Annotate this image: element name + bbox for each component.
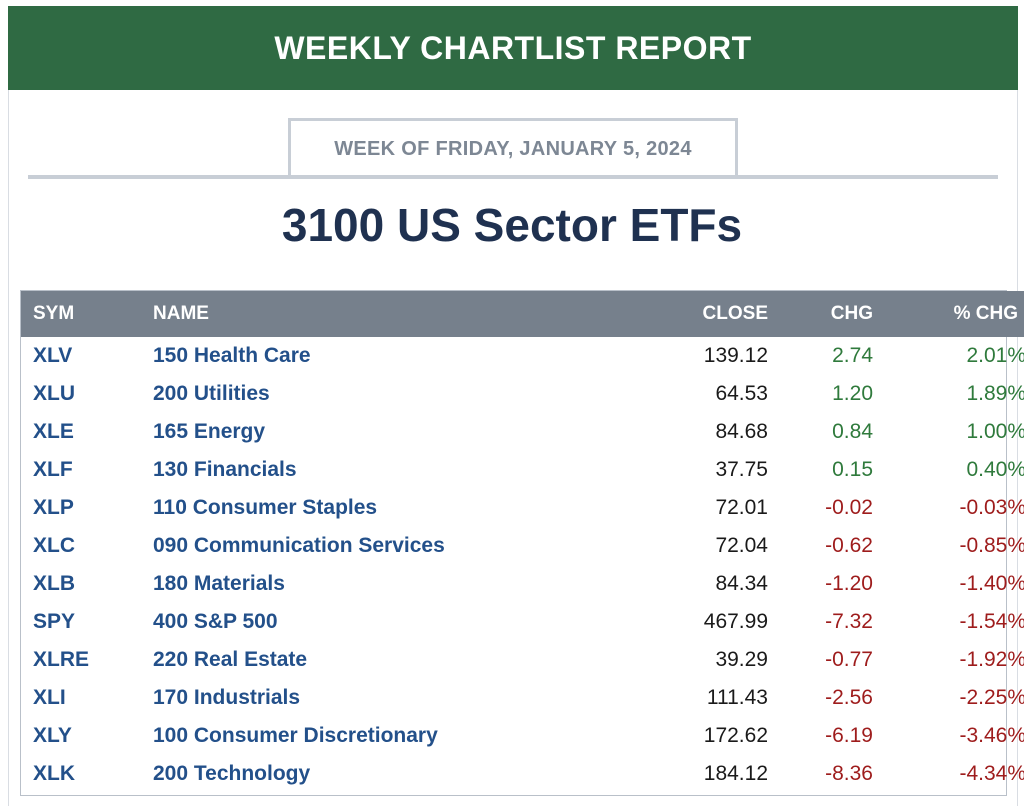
row-close: 39.29 [715,648,768,671]
row-close: 72.01 [715,496,768,519]
etf-table: SYM NAME CLOSE CHG % CHG XLV 150 Health C… [21,291,1024,793]
header-pct-chg[interactable]: % CHG [953,303,1018,324]
row-symbol[interactable]: XLP [33,496,74,519]
row-change: -2.56 [825,686,873,709]
row-percent-change: -0.03% [959,496,1024,519]
row-percent-change: 2.01% [966,344,1024,367]
table-header-row: SYM NAME CLOSE CHG % CHG [21,291,1024,337]
row-name[interactable]: 220 Real Estate [153,648,308,671]
row-change: -0.77 [825,648,873,671]
row-change: 0.15 [832,458,873,481]
banner-title: WEEKLY CHARTLIST REPORT [274,29,752,66]
row-symbol[interactable]: XLY [33,724,72,747]
table-row: XLRE 220 Real Estate 39.29 -0.77 -1.92% [21,641,1024,679]
row-symbol[interactable]: XLRE [33,648,90,671]
row-symbol[interactable]: XLF [33,458,73,481]
row-name[interactable]: 200 Utilities [153,382,270,405]
week-label-box: WEEK OF FRIDAY, JANUARY 5, 2024 [288,118,738,178]
table-row: XLP 110 Consumer Staples 72.01 -0.02 -0.03% [21,489,1024,527]
row-symbol[interactable]: XLU [33,382,75,405]
header-name[interactable]: NAME [153,303,209,324]
row-name[interactable]: 180 Materials [153,572,285,595]
row-name[interactable]: 130 Financials [153,458,297,481]
table-row: XLF 130 Financials 37.75 0.15 0.40% [21,451,1024,489]
page-title: 3100 US Sector ETFs [281,199,743,251]
row-close: 72.04 [715,534,768,557]
row-close: 84.34 [715,572,768,595]
row-percent-change: 0.40% [966,458,1024,481]
row-name[interactable]: 170 Industrials [153,686,301,709]
row-symbol[interactable]: XLB [33,572,75,595]
row-symbol[interactable]: SPY [33,610,76,633]
row-close: 467.99 [703,610,768,633]
row-name[interactable]: 400 S&P 500 [153,610,278,633]
row-change: -0.02 [825,496,873,519]
table-row: XLK 200 Technology 184.12 -8.36 -4.34% [21,755,1024,793]
row-change: 2.74 [832,344,873,367]
row-change: -1.20 [825,572,873,595]
etf-table-container: SYM NAME CLOSE CHG % CHG XLV 150 Health C… [20,290,1024,796]
row-symbol[interactable]: XLI [33,686,66,709]
row-symbol[interactable]: XLK [33,762,75,785]
report-banner: WEEKLY CHARTLIST REPORT [8,6,1018,90]
row-percent-change: 1.89% [966,382,1024,405]
row-name[interactable]: 090 Communication Services [153,534,445,557]
table-body: XLV 150 Health Care 139.12 2.74 2.01% XLU 200 … [21,337,1024,793]
row-close: 184.12 [703,762,768,785]
row-change: -0.62 [825,534,873,557]
row-name[interactable]: 165 Energy [153,420,266,443]
table-row: XLC 090 Communication Services 72.04 -0.62 -… [21,527,1024,565]
row-close: 84.68 [715,420,768,443]
row-close: 111.43 [706,686,768,709]
row-close: 37.75 [715,458,768,481]
row-percent-change: -1.40% [959,572,1024,595]
header-chg[interactable]: CHG [830,303,873,324]
row-change: -7.32 [825,610,873,633]
row-percent-change: -1.54% [959,610,1024,633]
table-row: SPY 400 S&P 500 467.99 -7.32 -1.54% [21,603,1024,641]
row-percent-change: -1.92% [959,648,1024,671]
row-symbol[interactable]: XLE [33,420,74,443]
row-change: 1.20 [832,382,873,405]
header-close[interactable]: CLOSE [702,303,768,324]
header-sym[interactable]: SYM [33,303,75,324]
row-name[interactable]: 100 Consumer Discretionary [153,724,438,747]
week-label: WEEK OF FRIDAY, JANUARY 5, 2024 [334,138,692,160]
section-divider [28,175,998,179]
row-change: -6.19 [825,724,873,747]
row-percent-change: -3.46% [959,724,1024,747]
row-change: 0.84 [832,420,873,443]
table-row: XLY 100 Consumer Discretionary 172.62 -6.19… [21,717,1024,755]
table-row: XLB 180 Materials 84.34 -1.20 -1.40% [21,565,1024,603]
row-percent-change: -4.34% [959,762,1024,785]
row-percent-change: 1.00% [966,420,1024,443]
row-close: 172.62 [703,724,768,747]
table-row: XLI 170 Industrials 111.43 -2.56 -2.25% [21,679,1024,717]
row-close: 64.53 [715,382,768,405]
row-symbol[interactable]: XLC [33,534,75,557]
table-row: XLE 165 Energy 84.68 0.84 1.00% [21,413,1024,451]
page-frame [8,6,1018,806]
row-percent-change: -0.85% [959,534,1024,557]
row-symbol[interactable]: XLV [33,344,73,367]
table-row: XLV 150 Health Care 139.12 2.74 2.01% [21,337,1024,375]
row-change: -8.36 [825,762,873,785]
row-name[interactable]: 150 Health Care [153,344,311,367]
row-close: 139.12 [703,344,768,367]
row-name[interactable]: 200 Technology [153,762,311,785]
row-name[interactable]: 110 Consumer Staples [153,496,378,519]
row-percent-change: -2.25% [959,686,1024,709]
table-row: XLU 200 Utilities 64.53 1.20 1.89% [21,375,1024,413]
